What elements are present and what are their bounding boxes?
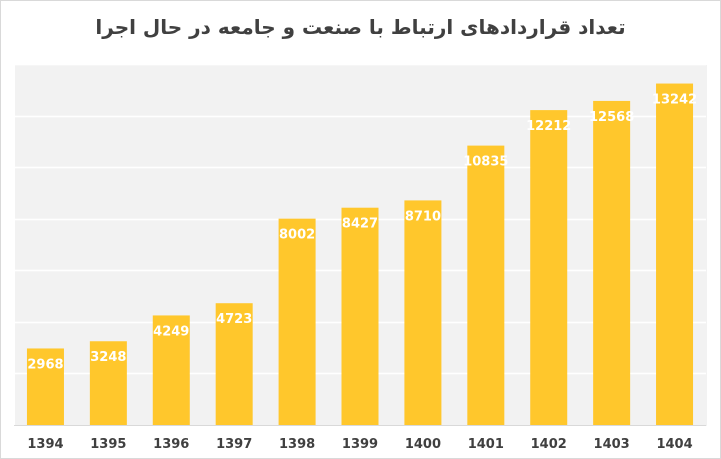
data-label-1401: 10835 — [463, 155, 508, 170]
x-tick-label-1399: 1399 — [342, 437, 378, 452]
bar-1398 — [278, 218, 316, 425]
bar-1400 — [404, 200, 442, 425]
bar-1404 — [656, 83, 694, 426]
data-label-1400: 8710 — [405, 209, 441, 224]
bar-1402 — [530, 110, 568, 425]
data-label-1403: 12568 — [589, 110, 634, 125]
x-tick-label-1398: 1398 — [279, 437, 315, 452]
bar-1394 — [26, 348, 64, 425]
x-tick-label-1400: 1400 — [405, 437, 441, 452]
data-label-1395: 3248 — [90, 350, 126, 365]
data-label-1394: 2968 — [27, 357, 63, 372]
x-tick-label-1403: 1403 — [594, 437, 630, 452]
bar-1399 — [341, 207, 379, 425]
x-tick-label-1402: 1402 — [531, 437, 567, 452]
data-label-1397: 4723 — [216, 312, 252, 327]
bar-1397 — [215, 303, 253, 425]
data-label-1398: 8002 — [279, 228, 315, 243]
data-label-1404: 13242 — [652, 93, 697, 108]
x-tick-label-1401: 1401 — [468, 437, 504, 452]
x-tick-label-1396: 1396 — [153, 437, 189, 452]
x-tick-label-1395: 1395 — [90, 437, 126, 452]
bar-1401 — [467, 145, 505, 425]
data-label-1399: 8427 — [342, 217, 378, 232]
data-label-1402: 12212 — [526, 119, 571, 134]
chart-title: تعداد قراردادهای ارتباط با صنعت و جامعه … — [95, 15, 626, 39]
x-tick-label-1394: 1394 — [27, 437, 63, 452]
data-label-1396: 4249 — [153, 324, 189, 339]
bar-1396 — [152, 315, 190, 425]
bar-1403 — [593, 100, 631, 425]
x-tick-label-1397: 1397 — [216, 437, 252, 452]
bar-1395 — [89, 341, 127, 425]
x-tick-label-1404: 1404 — [656, 437, 692, 452]
